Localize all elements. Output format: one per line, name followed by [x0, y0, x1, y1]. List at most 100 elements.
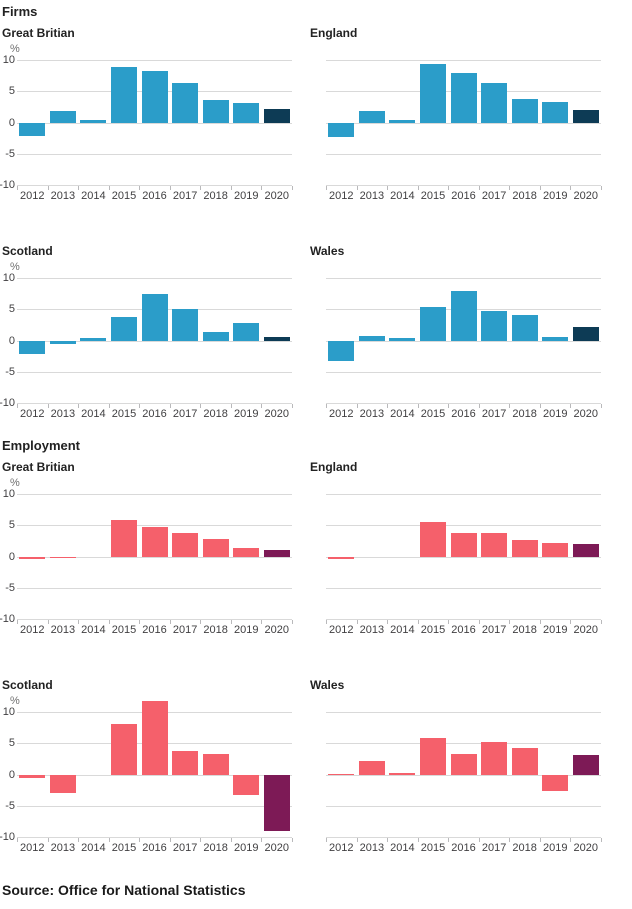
bar-2018 [511, 748, 538, 775]
x-axis-tick [387, 620, 389, 624]
gridline [17, 805, 292, 807]
chart-title: England [310, 26, 358, 40]
section-employment: Employment Great Britian% 10 5 0 -5 -10 2012 20… [0, 438, 632, 856]
chart-title: Wales [310, 244, 345, 258]
gridline [326, 743, 601, 745]
x-axis-label: 2012 [20, 842, 45, 854]
gridline [17, 525, 292, 527]
x-axis-tick [570, 620, 572, 624]
x-axis-tick [169, 620, 171, 624]
x-axis-tick [356, 620, 358, 624]
x-axis-tick [47, 404, 49, 408]
bar-2012 [19, 556, 46, 559]
x-axis-tick [417, 404, 419, 408]
x-axis-label: 2012 [329, 624, 354, 636]
section-firms: Firms Great Britian% 10 5 0 -5 -10 2012 2013 201… [0, 4, 632, 422]
chart-firms-great-britian: Great Britian% 10 5 0 -5 -10 2012 2013 2014 2015 2… [0, 26, 310, 204]
bar-2020 [263, 550, 290, 557]
x-axis-label: 2020 [573, 842, 599, 854]
x-axis-tick [601, 620, 602, 624]
x-axis-label: 2018 [512, 190, 537, 202]
gridline [17, 122, 292, 124]
x-axis-tick [448, 404, 450, 408]
bar-2013 [49, 111, 76, 123]
y-axis-unit-label: % [10, 261, 20, 273]
gridline [326, 340, 601, 342]
x-axis-label: 2020 [264, 624, 290, 636]
y-tick-label: -5 [5, 799, 15, 812]
bar-2012 [328, 122, 355, 137]
bar-2017 [172, 83, 199, 123]
bar-2015 [419, 522, 446, 557]
x-axis-tick [509, 838, 511, 842]
bar-2016 [141, 700, 168, 775]
x-axis-tick [326, 620, 327, 624]
y-axis-gutter [310, 712, 326, 837]
x-axis-tick [478, 838, 480, 842]
x-axis-label: 2015 [111, 624, 137, 636]
bar-2017 [481, 742, 508, 775]
gridline [17, 837, 292, 838]
x-axis-label: 2020 [264, 408, 290, 420]
y-tick-label: -10 [0, 397, 15, 409]
x-axis-label: 2014 [390, 408, 415, 420]
y-axis-gutter [310, 278, 326, 403]
y-tick-label: -10 [0, 179, 15, 191]
x-axis-labels: 2012 2013 2014 2015 2016 2017 2018 2019 2020 [326, 408, 601, 422]
x-axis-tick [326, 186, 327, 190]
x-axis-label: 2016 [142, 624, 167, 636]
gridline [326, 122, 601, 124]
chart-employment-england: England 2012 2013 2014 2015 2016 2017 2018 2019 2… [310, 460, 624, 638]
x-axis-tick [478, 186, 480, 190]
x-axis-tick [200, 620, 202, 624]
source-note: Source: Office for National Statistics [2, 882, 246, 898]
bar-2017 [172, 532, 199, 557]
x-axis-labels: 2012 2013 2014 2015 2016 2017 2018 2019 2020 [326, 624, 601, 638]
x-axis-label: 2019 [233, 190, 259, 202]
x-axis-tick [417, 620, 419, 624]
x-axis-tick [570, 838, 572, 842]
gridline [326, 556, 601, 558]
chart-title: Great Britian [2, 460, 75, 474]
x-axis-tick [292, 186, 293, 190]
gridline [326, 587, 601, 589]
x-axis-label: 2020 [573, 190, 599, 202]
bar-2016 [450, 291, 477, 341]
x-axis-tick [478, 404, 480, 408]
bar-2019 [542, 543, 569, 557]
bar-2018 [511, 540, 538, 557]
x-axis-tick [169, 404, 171, 408]
gridline [326, 371, 601, 373]
x-axis-tick [356, 838, 358, 842]
x-axis-label: 2018 [203, 842, 228, 854]
x-axis-labels: 2012 2013 2014 2015 2016 2017 2018 2019 2020 [17, 624, 292, 638]
chart-title: Scotland [2, 678, 53, 692]
chart-firms-england: England 2012 2013 2014 2015 2016 2017 2018 2019 2… [310, 26, 624, 204]
x-axis-labels: 2012 2013 2014 2015 2016 2017 2018 2019 2020 [326, 842, 601, 856]
y-axis-gutter [310, 494, 326, 619]
x-axis-label: 2017 [481, 190, 507, 202]
x-axis-label: 2017 [481, 624, 507, 636]
x-axis-tick [139, 838, 141, 842]
bar-2019 [542, 101, 569, 123]
x-axis-tick [17, 620, 18, 624]
gridline [17, 494, 292, 495]
x-axis-tick [108, 838, 110, 842]
bar-2015 [419, 738, 446, 775]
x-axis-tick [478, 620, 480, 624]
x-axis-label: 2017 [172, 624, 198, 636]
bar-2012 [19, 340, 46, 354]
x-axis-label: 2013 [50, 842, 76, 854]
gridline [326, 712, 601, 713]
x-axis-labels: 2012 2013 2014 2015 2016 2017 2018 2019 2020 [326, 190, 601, 204]
x-axis-label: 2014 [390, 624, 415, 636]
x-axis-label: 2015 [420, 190, 446, 202]
y-tick-label: 5 [8, 303, 15, 316]
x-axis-label: 2016 [451, 842, 476, 854]
gridline [326, 774, 601, 776]
bar-2012 [328, 340, 355, 362]
gridline [326, 525, 601, 527]
y-tick-label: 10 [2, 706, 15, 718]
bar-2013 [49, 556, 76, 558]
bar-2020 [572, 755, 599, 775]
